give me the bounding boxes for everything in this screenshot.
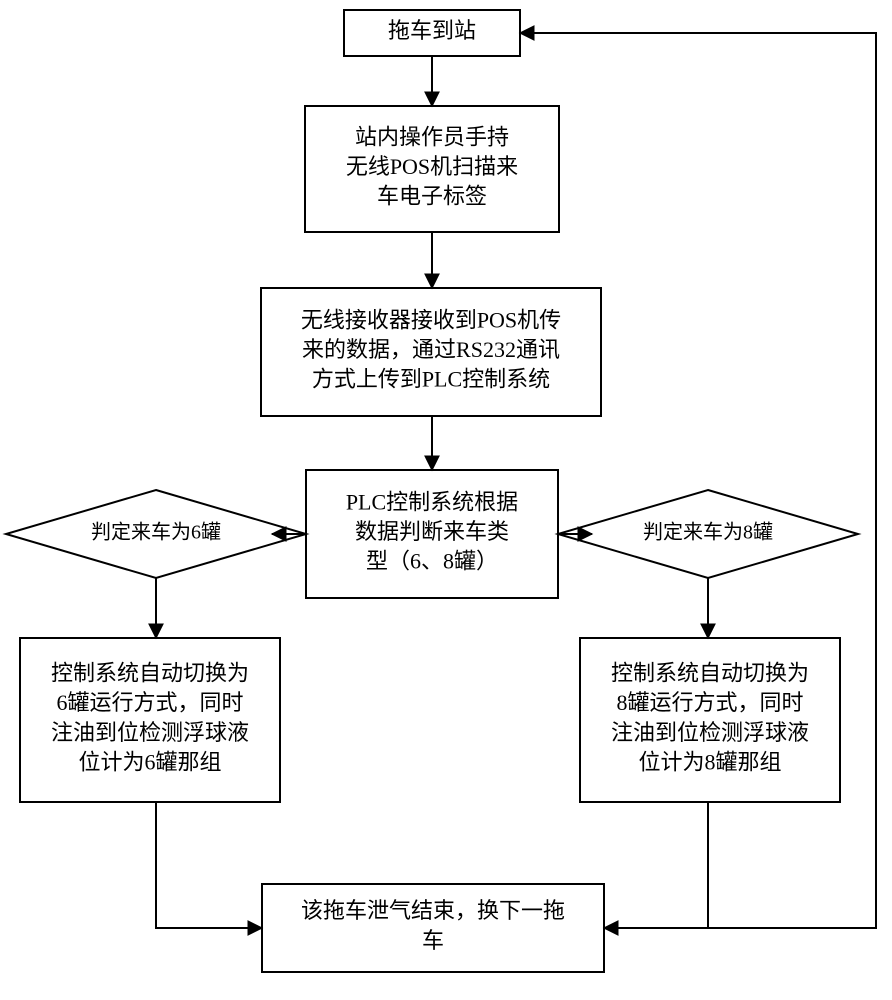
svg-text:位计为6罐那组: 位计为6罐那组 [78, 750, 221, 775]
svg-text:注油到位检测浮球液: 注油到位检测浮球液 [611, 720, 809, 745]
svg-text:无线POS机扫描来: 无线POS机扫描来 [346, 154, 518, 179]
svg-text:方式上传到PLC控制系统: 方式上传到PLC控制系统 [312, 367, 550, 392]
flow-edge-bL_end [156, 802, 262, 928]
svg-text:车电子标签: 车电子标签 [377, 184, 487, 209]
flow-edge-bR_end [604, 802, 708, 928]
svg-text:控制系统自动切换为: 控制系统自动切换为 [611, 660, 809, 685]
svg-text:判定来车为6罐: 判定来车为6罐 [91, 521, 221, 544]
svg-text:该拖车泄气结束，换下一拖: 该拖车泄气结束，换下一拖 [301, 898, 565, 923]
svg-text:控制系统自动切换为: 控制系统自动切换为 [51, 660, 249, 685]
svg-text:数据判断来车类: 数据判断来车类 [355, 519, 509, 544]
svg-text:位计为8罐那组: 位计为8罐那组 [638, 750, 781, 775]
svg-text:站内操作员手持: 站内操作员手持 [355, 124, 509, 149]
svg-text:来的数据，通过RS232通讯: 来的数据，通过RS232通讯 [302, 337, 560, 362]
svg-text:车: 车 [422, 928, 444, 953]
svg-text:6罐运行方式，同时: 6罐运行方式，同时 [56, 690, 243, 715]
svg-text:无线接收器接收到POS机传: 无线接收器接收到POS机传 [301, 307, 561, 332]
svg-text:8罐运行方式，同时: 8罐运行方式，同时 [616, 690, 803, 715]
svg-text:PLC控制系统根据: PLC控制系统根据 [346, 489, 518, 514]
svg-text:拖车到站: 拖车到站 [388, 18, 476, 43]
svg-text:判定来车为8罐: 判定来车为8罐 [643, 521, 773, 544]
svg-text:型（6、8罐）: 型（6、8罐） [366, 549, 498, 574]
svg-text:注油到位检测浮球液: 注油到位检测浮球液 [51, 720, 249, 745]
